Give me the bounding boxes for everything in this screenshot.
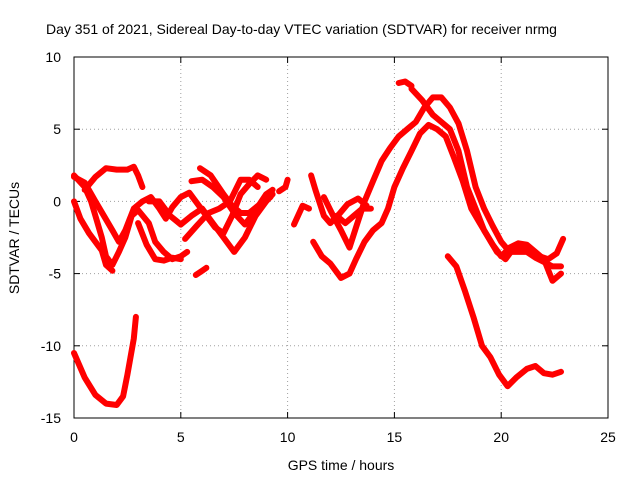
x-tick-label: 5 [177, 429, 185, 445]
y-tick-label: 10 [45, 49, 61, 65]
series-line-trace-2 [71, 172, 191, 268]
series-line-trace-15 [310, 121, 567, 281]
series-line-trace-6 [135, 220, 184, 264]
x-axis-label: GPS time / hours [288, 457, 395, 473]
axis-ticks: 0 5 10 15 20 25 -15 -10 -5 0 5 10 [41, 49, 616, 445]
x-tick-label: 25 [600, 429, 616, 445]
series-line-trace-8 [182, 176, 261, 242]
x-tick-label: 0 [70, 429, 78, 445]
y-tick-label: -10 [41, 338, 61, 354]
series-line-trace-11 [197, 165, 274, 216]
plot-frame [73, 56, 609, 419]
y-tick-label: -15 [41, 410, 61, 426]
y-axis-label: SDTVAR / TECUs [6, 182, 22, 294]
y-tick-label: -5 [49, 266, 62, 282]
series-line-trace-5 [71, 198, 116, 274]
y-tick-label: 5 [53, 121, 61, 137]
series-line-trace-18 [395, 78, 415, 89]
chart-title: Day 351 of 2021, Sidereal Day-to-day VTE… [46, 21, 557, 37]
series-group [71, 78, 567, 408]
series-line-trace-20 [444, 253, 564, 390]
y-tick-label: 0 [53, 193, 61, 209]
series-line-trace-19 [408, 85, 564, 284]
series-line-trace-13 [291, 202, 312, 228]
x-tick-label: 15 [387, 429, 403, 445]
series-line-trace-17 [333, 205, 374, 227]
x-tick-label: 10 [280, 429, 296, 445]
x-tick-label: 20 [493, 429, 509, 445]
series-line-trace-1 [71, 313, 139, 408]
series-line-trace-3 [81, 163, 146, 193]
series-line-trace-12 [276, 176, 291, 195]
series-line-trace-10 [192, 264, 210, 278]
series-line-trace-7 [145, 191, 276, 255]
